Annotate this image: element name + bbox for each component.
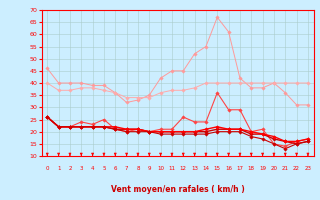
X-axis label: Vent moyen/en rafales ( km/h ): Vent moyen/en rafales ( km/h ) — [111, 185, 244, 194]
